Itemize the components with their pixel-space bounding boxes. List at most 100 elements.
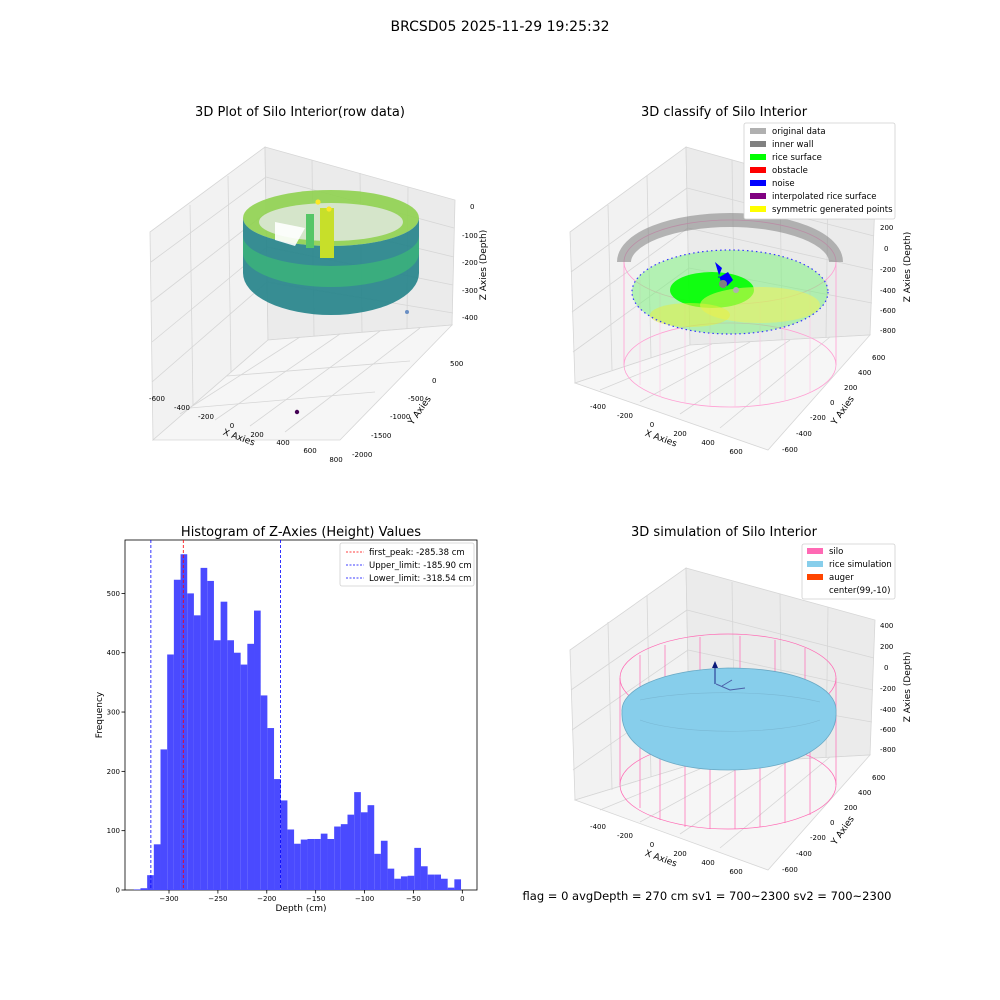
histogram-y-tick-label: 400 — [107, 649, 120, 657]
simulation-x-tick: 400 — [701, 859, 714, 867]
simulation-z-tick: -800 — [880, 746, 896, 754]
simulation-z-tick: 200 — [880, 643, 893, 651]
raw-x-tick: 400 — [276, 439, 289, 447]
histogram-panel: Histogram of Z-Axies (Height) Values −30… — [95, 525, 478, 914]
legend-swatch — [807, 548, 823, 554]
raw-y-tick: -1000 — [390, 413, 410, 421]
classify-y-tick: 0 — [830, 399, 834, 407]
simulation-y-tick: 400 — [858, 789, 871, 797]
classify-x-tick: -400 — [590, 403, 606, 411]
simulation-y-tick: 200 — [844, 804, 857, 812]
histogram-x-tick-label: −300 — [159, 895, 178, 903]
classify-z-tick: -800 — [880, 327, 896, 335]
histogram-bar — [227, 640, 234, 890]
simulation-z-tick: -600 — [880, 726, 896, 734]
simulation-x-tick: 0 — [650, 841, 654, 849]
raw-x-tick: 600 — [303, 447, 316, 455]
raw-z-tick: -300 — [462, 287, 478, 295]
histogram-x-tick-label: −50 — [406, 895, 421, 903]
histogram-x-axis-label: Depth (cm) — [275, 904, 326, 914]
histogram-bar — [133, 889, 141, 890]
histogram-bar — [300, 839, 308, 890]
raw-x-tick: 0 — [230, 422, 234, 430]
legend-label: symmetric generated points — [772, 205, 893, 215]
raw-data-panel: 3D Plot of Silo Interior(row data) — [149, 105, 489, 464]
simulation-y-tick: 600 — [872, 774, 885, 782]
simulation-z-tick: 0 — [884, 664, 888, 672]
simulation-y-tick: -200 — [810, 834, 826, 842]
histogram-bar — [140, 888, 148, 890]
histogram-bar — [260, 695, 268, 890]
histogram-bar — [233, 652, 241, 890]
raw-x-tick: -200 — [198, 413, 214, 421]
histogram-bar — [347, 814, 355, 890]
classify-legend: original data inner wall rice surface ob… — [743, 122, 896, 220]
classify-x-tick: 200 — [673, 430, 686, 438]
histogram-y-axis-label: Frequency — [95, 691, 105, 738]
raw-x-tick: 800 — [329, 456, 342, 464]
classify-z-tick: 200 — [880, 224, 893, 232]
legend-label: auger — [829, 573, 854, 583]
histogram-x-tick-label: −200 — [257, 895, 276, 903]
legend-swatch — [750, 128, 766, 134]
histogram-bar — [427, 874, 435, 890]
histogram-bar — [434, 874, 441, 890]
classify-z-tick: 0 — [884, 245, 888, 253]
simulation-y-tick: -400 — [796, 850, 812, 858]
simulation-y-tick: 0 — [830, 819, 834, 827]
classify-point-cloud — [631, 249, 829, 335]
legend-label: silo — [829, 547, 843, 557]
classify-x-tick: 0 — [650, 421, 654, 429]
legend-label: noise — [772, 179, 795, 189]
legend-label: obstacle — [772, 166, 808, 176]
raw-panel-title: 3D Plot of Silo Interior(row data) — [195, 105, 405, 120]
histogram-bar — [400, 876, 408, 890]
legend-swatch — [750, 154, 766, 160]
classify-y-tick: -200 — [810, 414, 826, 422]
legend-swatch — [750, 193, 766, 199]
simulation-z-tick: -200 — [880, 685, 896, 693]
histogram-bar — [294, 843, 301, 890]
legend-label: Upper_limit: -185.90 cm — [369, 561, 472, 571]
raw-z-tick: -200 — [462, 259, 478, 267]
histogram-bar — [254, 610, 261, 890]
legend-label: center(99,-10) — [829, 586, 890, 596]
histogram-bar — [247, 643, 255, 890]
simulation-panel-title: 3D simulation of Silo Interior — [631, 525, 818, 540]
histogram-bar — [187, 593, 194, 890]
legend-swatch — [750, 141, 766, 147]
histogram-title: Histogram of Z-Axies (Height) Values — [181, 525, 421, 540]
histogram-bar — [207, 580, 214, 890]
legend-label: rice simulation — [829, 560, 892, 570]
histogram-bar — [160, 749, 168, 890]
legend-swatch — [750, 167, 766, 173]
classify-panel: 3D classify of Silo Interior — [569, 105, 913, 456]
classify-x-tick-labels: -400 -200 0 200 400 600 — [590, 403, 743, 456]
simulation-z-axis-label: Z Axies (Depth) — [903, 652, 913, 723]
classify-z-tick: -400 — [880, 287, 896, 295]
raw-y-tick: -1500 — [371, 432, 391, 440]
simulation-auger — [712, 661, 746, 691]
histogram-bar — [360, 812, 368, 890]
histogram-bar — [213, 640, 221, 890]
histogram-y-tick-label: 0 — [116, 887, 120, 895]
histogram-bar — [287, 829, 295, 890]
histogram-bar — [267, 728, 275, 890]
simulation-legend: silo rice simulation auger center(99,-10… — [801, 543, 896, 600]
raw-z-tick: 0 — [470, 203, 474, 211]
histogram-bar — [374, 853, 381, 890]
histogram-bar — [193, 615, 201, 890]
classify-z-tick-labels: 200 0 -200 -400 -600 -800 — [880, 224, 896, 335]
histogram-y-tick-label: 500 — [107, 590, 120, 598]
legend-label: rice surface — [772, 153, 822, 163]
histogram-bar — [240, 664, 248, 890]
classify-y-tick: -600 — [782, 446, 798, 454]
histogram-x-tick-label: −250 — [208, 895, 227, 903]
simulation-x-tick: 600 — [729, 868, 742, 876]
histogram-bar — [153, 844, 161, 890]
legend-label: inner wall — [772, 140, 813, 150]
classify-z-axis-label: Z Axies (Depth) — [903, 232, 913, 303]
raw-y-tick: 500 — [450, 360, 463, 368]
histogram-y-tick-label: 200 — [107, 768, 120, 776]
